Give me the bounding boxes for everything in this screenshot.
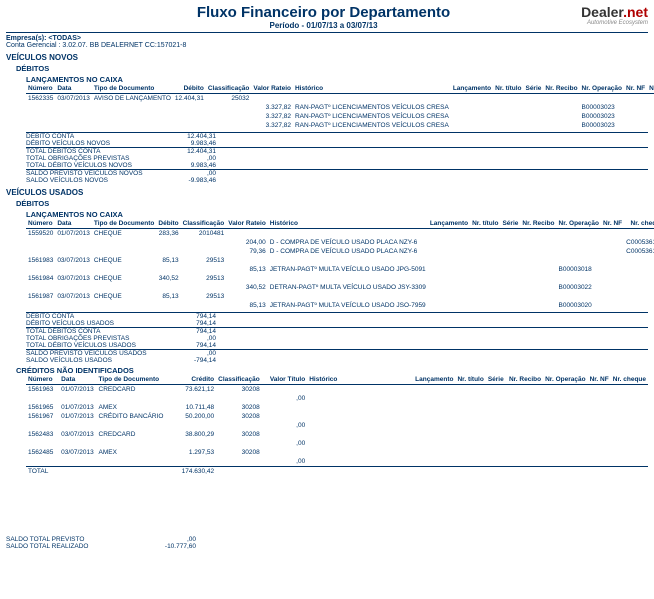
total-line: SALDO VEÍCULOS NOVOS-9.983,46: [26, 177, 648, 184]
subsection-lanc-caixa-2: LANÇAMENTOS NO CAIXA: [26, 210, 648, 219]
total-line: TOTAL OBRIGAÇÕES PREVISTAS,00: [26, 155, 648, 162]
total-line: TOTAL DÉBITO VEÍCULOS NOVOS9.983,46: [26, 162, 648, 169]
detail-row: ,00: [26, 421, 648, 430]
detail-row: ,00: [26, 457, 648, 467]
col-tipo: Tipo de Documento: [92, 84, 173, 94]
table-row: 156196501/07/2013AMEX10.711,4830208: [26, 403, 648, 412]
col-data: Data: [55, 84, 92, 94]
footer-saldo-previsto-label: SALDO TOTAL PREVISTO: [6, 536, 146, 543]
report-title: Fluxo Financeiro por Departamento: [66, 4, 581, 21]
table-row: 156248503/07/2013AMEX1.297,5330208: [26, 448, 648, 457]
meta-conta: Conta Gerencial : 3.02.07. BB DEALERNET …: [6, 42, 648, 49]
total-line: TOTAL DÉBITOS CONTA794,14: [26, 327, 648, 335]
logo-text: Dealer: [581, 4, 623, 20]
detail-row: 85,13JETRAN-PAGTº MULTA VEÍCULO USADO JS…: [26, 301, 654, 310]
table-row: 156233503/07/2013AVISO DE LANÇAMENTO12.4…: [26, 94, 654, 104]
col-historico: Histórico: [293, 84, 451, 94]
section-veiculos-novos: VEÍCULOS NOVOS: [6, 53, 648, 62]
col-credito: Crédito: [178, 375, 217, 385]
logo: Dealer.net Automotive Ecosystem: [581, 4, 648, 26]
table-row: 156196701/07/2013CRÉDITO BANCÁRIO50.200,…: [26, 412, 648, 421]
section-creditos-nao-ident: CRÉDITOS NÃO IDENTIFICADOS: [16, 366, 648, 375]
total-line: DÉBITO VEÍCULOS NOVOS9.983,46: [26, 140, 648, 147]
total-line: DÉBITO CONTA794,14: [26, 312, 648, 320]
section-veiculos-usados: VEÍCULOS USADOS: [6, 188, 648, 197]
subsection-debitos-2: DÉBITOS: [16, 199, 648, 208]
total-row: TOTAL174.630,42: [26, 467, 648, 477]
report-header: Fluxo Financeiro por Departamento Períod…: [6, 4, 648, 33]
novos-table: Número Data Tipo de Documento Débito Cla…: [26, 84, 654, 130]
col-valor-rateio: Valor Rateio: [251, 84, 293, 94]
col-nr-titulo: Nr. título: [493, 84, 523, 94]
col-nr-recibo: Nr. Recibo: [543, 84, 579, 94]
usados-totals: DÉBITO CONTA794,14DÉBITO VEÍCULOS USADOS…: [26, 312, 648, 364]
table-header-row: Número Data Tipo de Documento Crédito Cl…: [26, 375, 648, 385]
col-serie: Série: [523, 84, 543, 94]
detail-row: 3.327,82RAN-PAGTº LICENCIAMENTOS VEÍCULO…: [26, 121, 654, 130]
col-nr-nf: Nr. NF: [624, 84, 647, 94]
footer-saldo-realizado-label: SALDO TOTAL REALIZADO: [6, 543, 146, 550]
detail-row: 3.327,82RAN-PAGTº LICENCIAMENTOS VEÍCULO…: [26, 103, 654, 112]
col-lancamento: Lançamento: [451, 84, 493, 94]
total-line: DÉBITO VEÍCULOS USADOS794,14: [26, 320, 648, 327]
meta-block: Empresa(s): <TODAS> Conta Gerencial : 3.…: [6, 35, 648, 49]
col-valor-titulo: Valor Título: [262, 375, 308, 385]
novos-totals: DÉBITO CONTA12.404,31DÉBITO VEÍCULOS NOV…: [26, 132, 648, 184]
col-nr-operacao: Nr. Operação: [580, 84, 624, 94]
total-line: SALDO PREVISTO VEÍCULOS USADOS,00: [26, 349, 648, 357]
total-line: TOTAL DÉBITOS CONTA12.404,31: [26, 147, 648, 155]
total-line: SALDO PREVISTO VEÍCULOS NOVOS,00: [26, 169, 648, 177]
detail-row: 79,36D - COMPRA DE VEÍCULO USADO PLACA N…: [26, 247, 654, 256]
table-header-row: Número Data Tipo de Documento Débito Cla…: [26, 84, 654, 94]
meta-empresa: Empresa(s): <TODAS>: [6, 35, 648, 42]
table-row: 156196301/07/2013CREDCARD73.621,1230208: [26, 385, 648, 395]
table-row: 156198403/07/2013CHEQUE340,5229513: [26, 274, 654, 283]
detail-row: ,00: [26, 439, 648, 448]
logo-accent: .net: [623, 4, 648, 20]
total-line: SALDO VEÍCULOS USADOS-794,14: [26, 357, 648, 364]
detail-row: 340,52DETRAN-PAGTº MULTA VEÍCULO USADO J…: [26, 283, 654, 292]
usados-table: Número Data Tipo de Documento Débito Cla…: [26, 219, 654, 310]
col-numero: Número: [26, 84, 55, 94]
table-row: 155952001/07/2013CHEQUE283,362010481: [26, 229, 654, 239]
footer-totals: SALDO TOTAL PREVISTO,00 SALDO TOTAL REAL…: [6, 536, 648, 550]
detail-row: 85,13JETRAN-PAGTº MULTA VEÍCULO USADO JP…: [26, 265, 654, 274]
footer-saldo-previsto-val: ,00: [146, 536, 196, 543]
total-line: TOTAL DÉBITO VEÍCULOS USADOS794,14: [26, 342, 648, 349]
col-class: Classificação: [206, 84, 252, 94]
subsection-debitos: DÉBITOS: [16, 64, 648, 73]
report-period: Período - 01/07/13 a 03/07/13: [66, 21, 581, 30]
subsection-lanc-caixa: LANÇAMENTOS NO CAIXA: [26, 75, 648, 84]
detail-row: ,00: [26, 394, 648, 403]
logo-subtitle: Automotive Ecosystem: [581, 20, 648, 26]
creditos-table: Número Data Tipo de Documento Crédito Cl…: [26, 375, 648, 476]
col-nr-cheque: Nr. cheque: [647, 84, 654, 94]
header-center: Fluxo Financeiro por Departamento Períod…: [66, 4, 581, 30]
table-header-row: Número Data Tipo de Documento Débito Cla…: [26, 219, 654, 229]
table-row: 156198703/07/2013CHEQUE85,1329513: [26, 292, 654, 301]
col-debito: Débito: [173, 84, 206, 94]
table-row: 156198303/07/2013CHEQUE85,1329513: [26, 256, 654, 265]
table-row: 156248303/07/2013CREDCARD38.800,2930208: [26, 430, 648, 439]
total-line: TOTAL OBRIGAÇÕES PREVISTAS,00: [26, 335, 648, 342]
detail-row: 204,00D - COMPRA DE VEÍCULO USADO PLACA …: [26, 238, 654, 247]
footer-saldo-realizado-val: -10.777,60: [146, 543, 196, 550]
total-line: DÉBITO CONTA12.404,31: [26, 132, 648, 140]
detail-row: 3.327,82RAN-PAGTº LICENCIAMENTOS VEÍCULO…: [26, 112, 654, 121]
